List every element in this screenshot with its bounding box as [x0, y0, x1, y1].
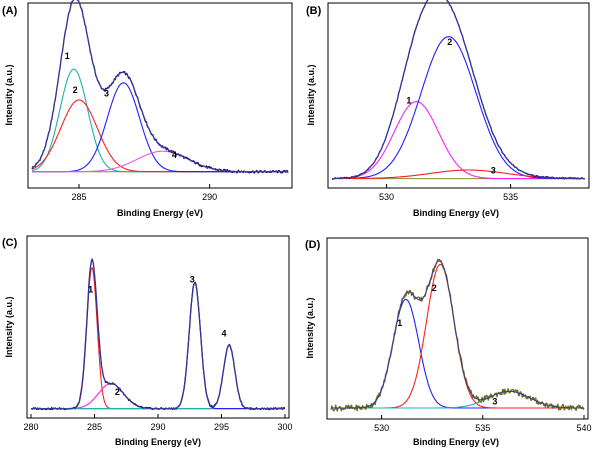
plot-frame — [26, 235, 290, 419]
x-tick-label: 285 — [72, 192, 87, 202]
fit-component-3 — [31, 282, 285, 410]
raw-spectrum-line — [332, 0, 586, 180]
x-axis-label: Binding Energy (eV) — [117, 208, 203, 218]
x-tick-label: 530 — [379, 192, 394, 202]
x-tick-label: 535 — [503, 192, 518, 202]
peak-label: 3 — [190, 275, 195, 285]
x-tick-label: 290 — [202, 192, 217, 202]
peak-label: 2 — [73, 85, 78, 95]
x-tick-label: 300 — [277, 422, 292, 432]
peak-label: 3 — [492, 397, 497, 407]
y-axis-label: Intensity (a.u.) — [306, 64, 316, 125]
peak-label: 4 — [222, 328, 227, 338]
peak-label: 1 — [406, 95, 411, 105]
fit-component-1 — [31, 267, 285, 410]
peak-label: 2 — [447, 37, 452, 47]
plot-frame — [326, 237, 589, 420]
panel-letter: (C) — [2, 237, 18, 249]
x-tick-label: 535 — [475, 423, 490, 433]
fit-component-4 — [32, 150, 288, 173]
x-tick-label: 285 — [87, 422, 102, 432]
panel-letter: (D) — [305, 239, 321, 251]
peak-label: 4 — [172, 150, 177, 160]
fit-component-2 — [31, 99, 288, 173]
peak-label: 1 — [65, 51, 70, 61]
peak-label: 3 — [491, 165, 496, 175]
fit-component-1 — [331, 298, 584, 409]
peak-label: 2 — [432, 283, 437, 293]
y-axis-label: Intensity (a.u.) — [305, 297, 315, 358]
fit-component-2 — [31, 382, 285, 410]
fit-component-2 — [331, 263, 584, 409]
fit-component-3 — [32, 82, 288, 173]
x-axis-label: Binding Energy (eV) — [413, 208, 499, 218]
peak-label: 3 — [104, 89, 109, 99]
peak-label: 2 — [115, 387, 120, 397]
fit-envelope-line — [332, 0, 585, 179]
peak-label: 1 — [397, 318, 402, 328]
x-axis-label: Binding Energy (eV) — [413, 437, 499, 447]
fit-component-4 — [31, 344, 285, 410]
x-tick-label: 280 — [23, 422, 38, 432]
peak-label: 1 — [88, 285, 93, 295]
x-axis-label: Binding Energy (eV) — [115, 437, 201, 447]
raw-spectrum-line — [330, 258, 585, 412]
x-tick-label: 540 — [576, 423, 591, 433]
raw-spectrum-line — [31, 0, 289, 174]
x-tick-label: 290 — [150, 422, 165, 432]
fit-component-1 — [31, 68, 288, 173]
fit-envelope-line — [31, 0, 288, 173]
x-tick-label: 530 — [374, 423, 389, 433]
panel-3: (D) 530 535 540 Binding Energy (eV) Intensity… — [305, 237, 592, 447]
y-axis-label: Intensity (a.u.) — [4, 64, 14, 125]
panel-1: (B) 530 535 Binding Energy (eV) Intensity (a… — [306, 0, 590, 218]
y-axis-label: Intensity (a.u.) — [4, 296, 14, 357]
fit-component-2 — [332, 36, 585, 180]
panel-0: (A) 285 290 Binding Energy (eV) Intensity (a… — [2, 0, 293, 218]
raw-spectrum-line — [30, 258, 286, 411]
panel-2: (C) 280 285 290 295 300 Binding Energy (eV) Int… — [2, 235, 293, 447]
fit-envelope-line — [31, 259, 285, 410]
plot-frame — [327, 2, 590, 189]
panel-letter: (B) — [306, 5, 322, 17]
panel-letter: (A) — [2, 5, 18, 17]
fit-envelope-line — [331, 260, 584, 409]
x-tick-label: 295 — [214, 422, 229, 432]
plot-frame — [27, 2, 293, 189]
